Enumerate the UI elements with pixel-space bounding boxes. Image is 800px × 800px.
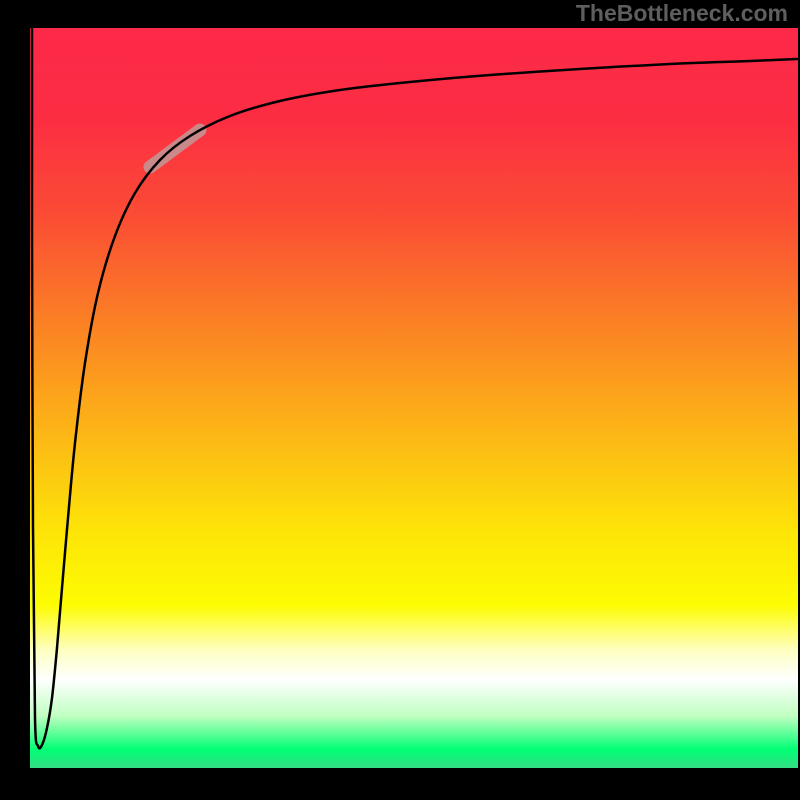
plot-background: [30, 28, 798, 768]
chart-container: TheBottleneck.com: [0, 0, 800, 800]
plot-svg: [30, 28, 798, 768]
plot-area: [30, 28, 798, 768]
watermark-text: TheBottleneck.com: [576, 0, 788, 27]
